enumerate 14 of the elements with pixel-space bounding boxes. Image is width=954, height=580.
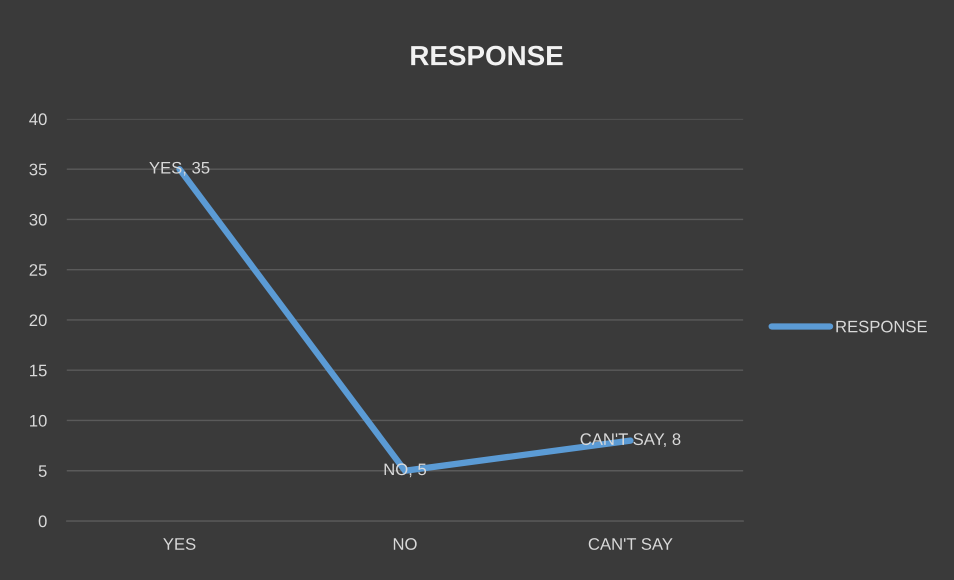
y-tick-label: 30 (29, 214, 47, 226)
y-tick-label: 35 (29, 164, 47, 176)
y-tick-label: 0 (38, 515, 47, 528)
legend-label: RESPONSE (836, 320, 927, 332)
chart-title: RESPONSE (411, 46, 563, 66)
y-tick-label: 10 (30, 414, 47, 427)
y-tick-label: 5 (38, 465, 47, 477)
y-tick-label: 15 (30, 364, 47, 376)
y-tick-label: 20 (30, 314, 47, 326)
x-tick-label: CAN'T SAY (588, 538, 673, 550)
y-tick-label: 40 (29, 113, 47, 126)
x-tick-label: YES (163, 538, 196, 550)
x-tick-label: NO (394, 538, 417, 550)
y-tick-label: 25 (30, 264, 47, 276)
